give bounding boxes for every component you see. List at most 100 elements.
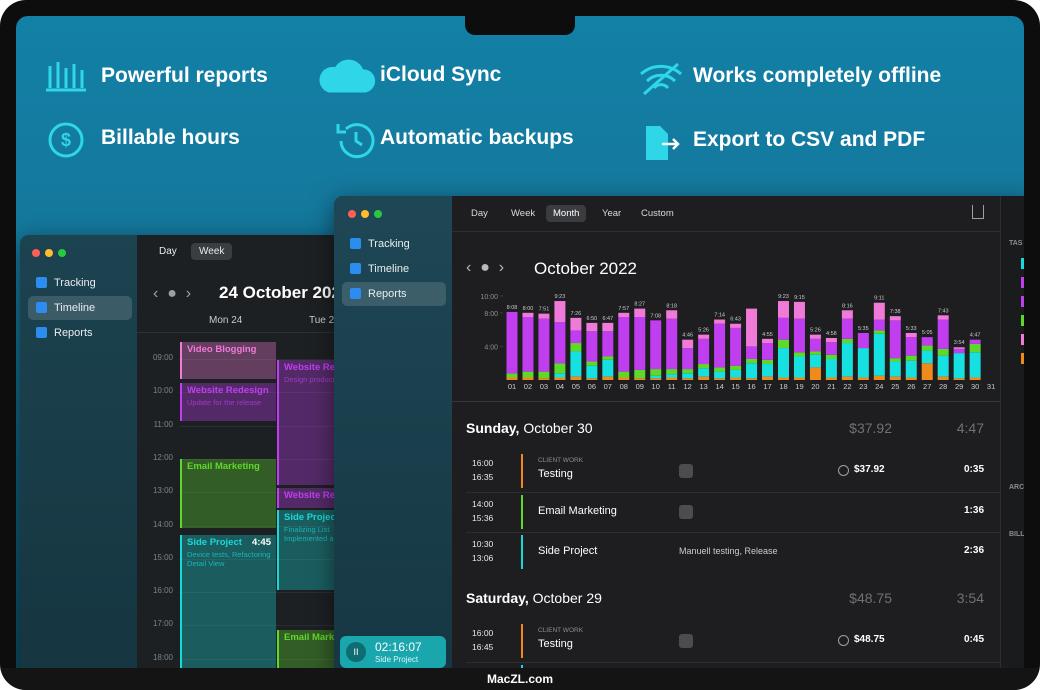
color-bar xyxy=(521,454,523,488)
bar-total-label: 8:27 xyxy=(634,302,645,308)
tab[interactable]: Month xyxy=(546,205,587,222)
start-time: 16:00 xyxy=(472,458,494,468)
hour-label: 18:00 xyxy=(152,652,173,662)
offline-icon xyxy=(640,62,682,96)
sidebar-label: Tracking xyxy=(368,238,410,250)
bar-segment xyxy=(618,317,630,372)
feature-label: Works completely offline xyxy=(693,64,942,87)
note-icon[interactable] xyxy=(679,464,693,478)
group-amount: $48.75 xyxy=(849,590,892,606)
bar-total-label: 9:23 xyxy=(778,294,789,300)
tab[interactable]: Week xyxy=(191,243,233,260)
calendar-event[interactable]: Website Redesign xyxy=(277,488,350,508)
bar-segment xyxy=(873,333,885,376)
calendar-event[interactable]: Video Blogging xyxy=(180,342,276,379)
bar-total-label: 6:47 xyxy=(602,316,613,322)
bar-segment xyxy=(538,318,550,372)
bar-segment xyxy=(793,301,805,319)
bar-segment xyxy=(825,377,837,380)
bar-segment xyxy=(857,377,869,380)
calendar-event[interactable]: Side Project 4:45 Device tests, Refactorin… xyxy=(180,535,276,668)
share-button[interactable] xyxy=(972,205,984,219)
bar-segment xyxy=(889,316,901,321)
sidebar-item[interactable]: Timeline xyxy=(342,257,446,281)
sidebar-item[interactable]: Reports xyxy=(342,282,446,306)
hour-label: 15:00 xyxy=(152,552,173,562)
timer: 02:16:07 xyxy=(375,640,422,654)
bar-segment xyxy=(746,363,758,379)
bar-segment xyxy=(969,343,981,353)
sidebar-item[interactable]: Tracking xyxy=(342,232,446,256)
bar-segment xyxy=(586,365,598,379)
bar-segment xyxy=(777,377,789,380)
bar-segment xyxy=(666,310,678,319)
bar-segment xyxy=(698,334,710,339)
x-tick-label: 13 xyxy=(699,382,707,390)
bar-segment xyxy=(937,319,949,349)
bar-total-label: 7:57 xyxy=(618,306,629,312)
timer-box[interactable]: II 02:16:07 Side Project xyxy=(340,636,446,668)
entry-row[interactable]: 16:00 16:45 CLIENT WORK Testing $48.75 0:45 xyxy=(466,622,1000,660)
event-name: Website Redesign xyxy=(284,490,350,501)
bar-segment xyxy=(554,373,566,378)
y-tick-label: 4:00 xyxy=(484,344,498,351)
bar-segment xyxy=(809,354,821,368)
bar-segment xyxy=(905,355,917,361)
sidebar-item[interactable]: Tracking xyxy=(28,271,132,295)
feature-icons: $ xyxy=(46,59,682,160)
tab[interactable]: Custom xyxy=(641,208,674,219)
bar-segment xyxy=(666,318,678,370)
bar-total-label: 7:43 xyxy=(938,308,949,314)
bar-segment xyxy=(506,311,518,374)
month-chart: 4:00 8:00 10:00 01 8:08 02 8:00 03 7:51 04 9:23 05 7… xyxy=(480,294,995,390)
nav-arrows[interactable]: ‹ ● › xyxy=(466,259,505,276)
bar-total-label: 5:26 xyxy=(698,328,709,334)
sidebar-item[interactable]: Timeline xyxy=(28,296,132,320)
x-tick-label: 04 xyxy=(556,382,564,390)
bar-segment xyxy=(586,378,598,380)
hour-line xyxy=(179,525,349,527)
bar-segment xyxy=(969,339,981,344)
x-tick-label: 27 xyxy=(923,382,931,390)
note-icon[interactable] xyxy=(679,634,693,648)
feature-label: Powerful reports xyxy=(101,64,268,87)
bar-segment xyxy=(873,330,885,334)
tab[interactable]: Week xyxy=(511,208,536,219)
hour-line xyxy=(179,658,349,660)
bar-segment xyxy=(570,351,582,377)
bar-segment xyxy=(586,361,598,366)
calendar-event[interactable]: Email Marketing xyxy=(180,459,276,528)
nav-arrows[interactable]: ‹ ● › xyxy=(153,285,192,302)
client: CLIENT WORK xyxy=(538,627,584,634)
traffic-lights xyxy=(32,249,72,259)
tab[interactable]: Year xyxy=(602,208,622,219)
entry-row[interactable]: 14:00 15:36 Email Marketing 1:36 xyxy=(466,492,1000,530)
right-panel: TAS ARC BILL xyxy=(1000,196,1024,668)
bar-segment xyxy=(777,348,789,378)
amount: $48.75 xyxy=(854,634,885,645)
bar-segment xyxy=(666,369,678,375)
bar-segment xyxy=(538,313,550,319)
event-title: Email Marketing xyxy=(187,461,271,472)
y-tick-label: 8:00 xyxy=(484,311,498,318)
tab[interactable]: Day xyxy=(159,246,177,257)
bar-segment xyxy=(730,369,742,378)
x-tick-label: 12 xyxy=(683,382,691,390)
x-tick-label: 09 xyxy=(636,382,644,390)
hour-line xyxy=(179,492,349,494)
tab[interactable]: Day xyxy=(471,208,488,219)
sidebar-item[interactable]: Reports xyxy=(28,321,132,345)
entry-row[interactable]: 16:00 16:35 CLIENT WORK Testing $37.92 0:35 xyxy=(466,452,1000,490)
pause-button[interactable]: II xyxy=(346,642,366,662)
bar-total-label: 8:16 xyxy=(842,303,853,309)
start-time: 16:00 xyxy=(472,628,494,638)
note-icon[interactable] xyxy=(679,505,693,519)
back-header xyxy=(137,235,350,333)
sidebar-icon xyxy=(350,238,361,249)
bar-segment xyxy=(937,376,949,380)
entry-row[interactable]: 10:30 13:06 Side Project Manuell testing, R… xyxy=(466,532,1000,570)
x-tick-label: 30 xyxy=(971,382,979,390)
calendar-event[interactable]: Website Redesign Update for the release xyxy=(180,383,276,421)
bar-segment xyxy=(889,358,901,362)
